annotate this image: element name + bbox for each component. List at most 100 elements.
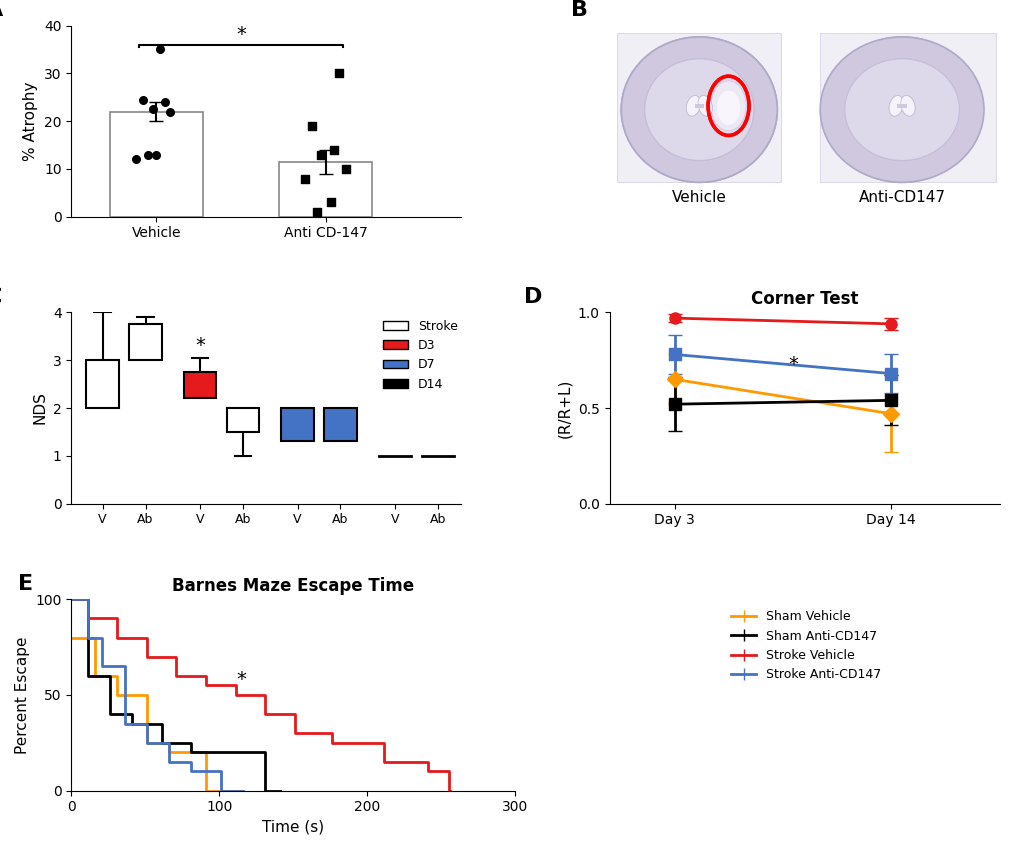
Stroke Vehicle bbox=[169, 652, 181, 662]
Sham Vehicle bbox=[200, 785, 212, 796]
Sham Anti-CD147 bbox=[104, 709, 116, 719]
Stroke Vehicle bbox=[442, 785, 454, 796]
Stroke Vehicle bbox=[229, 690, 242, 700]
Bar bbox=[87, 360, 119, 408]
Sham Vehicle bbox=[235, 785, 248, 796]
Stroke Vehicle bbox=[324, 728, 336, 738]
Ellipse shape bbox=[686, 95, 700, 116]
Ellipse shape bbox=[823, 37, 979, 183]
Ellipse shape bbox=[844, 59, 959, 161]
Stroke Anti-CD147 bbox=[81, 594, 93, 604]
Y-axis label: (R/R+L): (R/R+L) bbox=[556, 378, 572, 438]
Sham Vehicle bbox=[110, 671, 122, 681]
Stroke Vehicle bbox=[288, 728, 301, 738]
Stroke Vehicle bbox=[81, 594, 93, 604]
Stroke Anti-CD147 bbox=[118, 718, 130, 728]
Stroke Anti-CD147 bbox=[95, 632, 107, 643]
Ellipse shape bbox=[889, 95, 903, 116]
Ellipse shape bbox=[847, 59, 956, 161]
Sham Vehicle bbox=[199, 747, 211, 757]
Stroke Anti-CD147 bbox=[82, 632, 94, 643]
Ellipse shape bbox=[889, 95, 903, 116]
Bar bbox=[281, 408, 314, 441]
Sham Anti-CD147 bbox=[185, 747, 198, 757]
Sham Anti-CD147 bbox=[81, 594, 93, 604]
Point bbox=[326, 143, 342, 156]
Bar bbox=[819, 33, 995, 183]
Stroke Vehicle bbox=[376, 738, 388, 748]
Ellipse shape bbox=[900, 95, 914, 116]
Y-axis label: Percent Escape: Percent Escape bbox=[14, 636, 30, 754]
Stroke Vehicle bbox=[422, 767, 434, 777]
Stroke Anti-CD147 bbox=[163, 756, 175, 767]
Point bbox=[140, 148, 156, 162]
Stroke Vehicle bbox=[325, 738, 337, 748]
Ellipse shape bbox=[697, 95, 711, 116]
Stroke Vehicle bbox=[377, 756, 389, 767]
Bar bbox=[897, 104, 906, 108]
Sham Vehicle bbox=[89, 671, 101, 681]
Text: E: E bbox=[18, 574, 34, 593]
Sham Vehicle bbox=[140, 690, 152, 700]
Sham Anti-CD147 bbox=[154, 718, 166, 728]
Stroke Vehicle bbox=[420, 756, 432, 767]
Sham Anti-CD147 bbox=[155, 738, 167, 748]
Y-axis label: % Atrophy: % Atrophy bbox=[23, 82, 39, 161]
Ellipse shape bbox=[621, 37, 776, 183]
Sham Anti-CD147 bbox=[274, 785, 286, 796]
Point bbox=[331, 66, 347, 80]
Stroke Anti-CD147 bbox=[235, 785, 248, 796]
Stroke Vehicle bbox=[228, 680, 240, 690]
Text: Anti-CD147: Anti-CD147 bbox=[858, 190, 945, 205]
Sham Vehicle bbox=[88, 632, 100, 643]
Sham Vehicle bbox=[111, 690, 123, 700]
Point bbox=[322, 196, 338, 209]
Ellipse shape bbox=[697, 95, 711, 116]
Sham Vehicle bbox=[163, 747, 175, 757]
Sham Anti-CD147 bbox=[200, 747, 212, 757]
Text: Vehicle: Vehicle bbox=[672, 190, 726, 205]
Ellipse shape bbox=[710, 81, 745, 131]
Stroke Anti-CD147 bbox=[117, 661, 129, 672]
Line: Stroke Vehicle: Stroke Vehicle bbox=[71, 599, 449, 791]
Text: *: * bbox=[236, 670, 247, 689]
Stroke Vehicle bbox=[111, 632, 123, 643]
Point bbox=[337, 162, 354, 176]
Stroke Anti-CD147 bbox=[236, 785, 249, 796]
Stroke Anti-CD147 bbox=[96, 661, 108, 672]
Title: Barnes Maze Escape Time: Barnes Maze Escape Time bbox=[172, 577, 414, 595]
Title: Corner Test: Corner Test bbox=[750, 290, 858, 308]
Stroke Vehicle bbox=[110, 614, 122, 624]
Text: *: * bbox=[235, 25, 246, 43]
Bar bbox=[694, 104, 703, 108]
Stroke Anti-CD147 bbox=[161, 738, 173, 748]
Bar bbox=[694, 104, 703, 108]
Line: Sham Vehicle: Sham Vehicle bbox=[71, 638, 243, 790]
Text: *: * bbox=[195, 337, 205, 355]
Bar bbox=[129, 325, 162, 360]
Ellipse shape bbox=[716, 91, 740, 125]
Sham Vehicle bbox=[65, 632, 77, 643]
Sham Anti-CD147 bbox=[102, 671, 114, 681]
Ellipse shape bbox=[819, 37, 983, 183]
Bar bbox=[324, 408, 357, 441]
Stroke Vehicle bbox=[258, 690, 270, 700]
Sham Vehicle bbox=[161, 738, 173, 748]
Stroke Vehicle bbox=[443, 785, 455, 796]
Point bbox=[156, 95, 172, 109]
Sham Vehicle bbox=[141, 738, 153, 748]
Stroke Vehicle bbox=[199, 671, 211, 681]
Stroke Vehicle bbox=[65, 594, 77, 604]
Point bbox=[161, 105, 177, 118]
Text: B: B bbox=[570, 0, 587, 20]
Sham Anti-CD147 bbox=[65, 594, 77, 604]
Stroke Anti-CD147 bbox=[65, 594, 77, 604]
Bar bbox=[183, 372, 216, 399]
Stroke Vehicle bbox=[200, 680, 212, 690]
Ellipse shape bbox=[686, 95, 700, 116]
Text: A: A bbox=[0, 0, 3, 20]
Ellipse shape bbox=[621, 37, 776, 183]
Ellipse shape bbox=[900, 95, 914, 116]
Bar bbox=[109, 111, 203, 217]
Stroke Vehicle bbox=[259, 709, 271, 719]
